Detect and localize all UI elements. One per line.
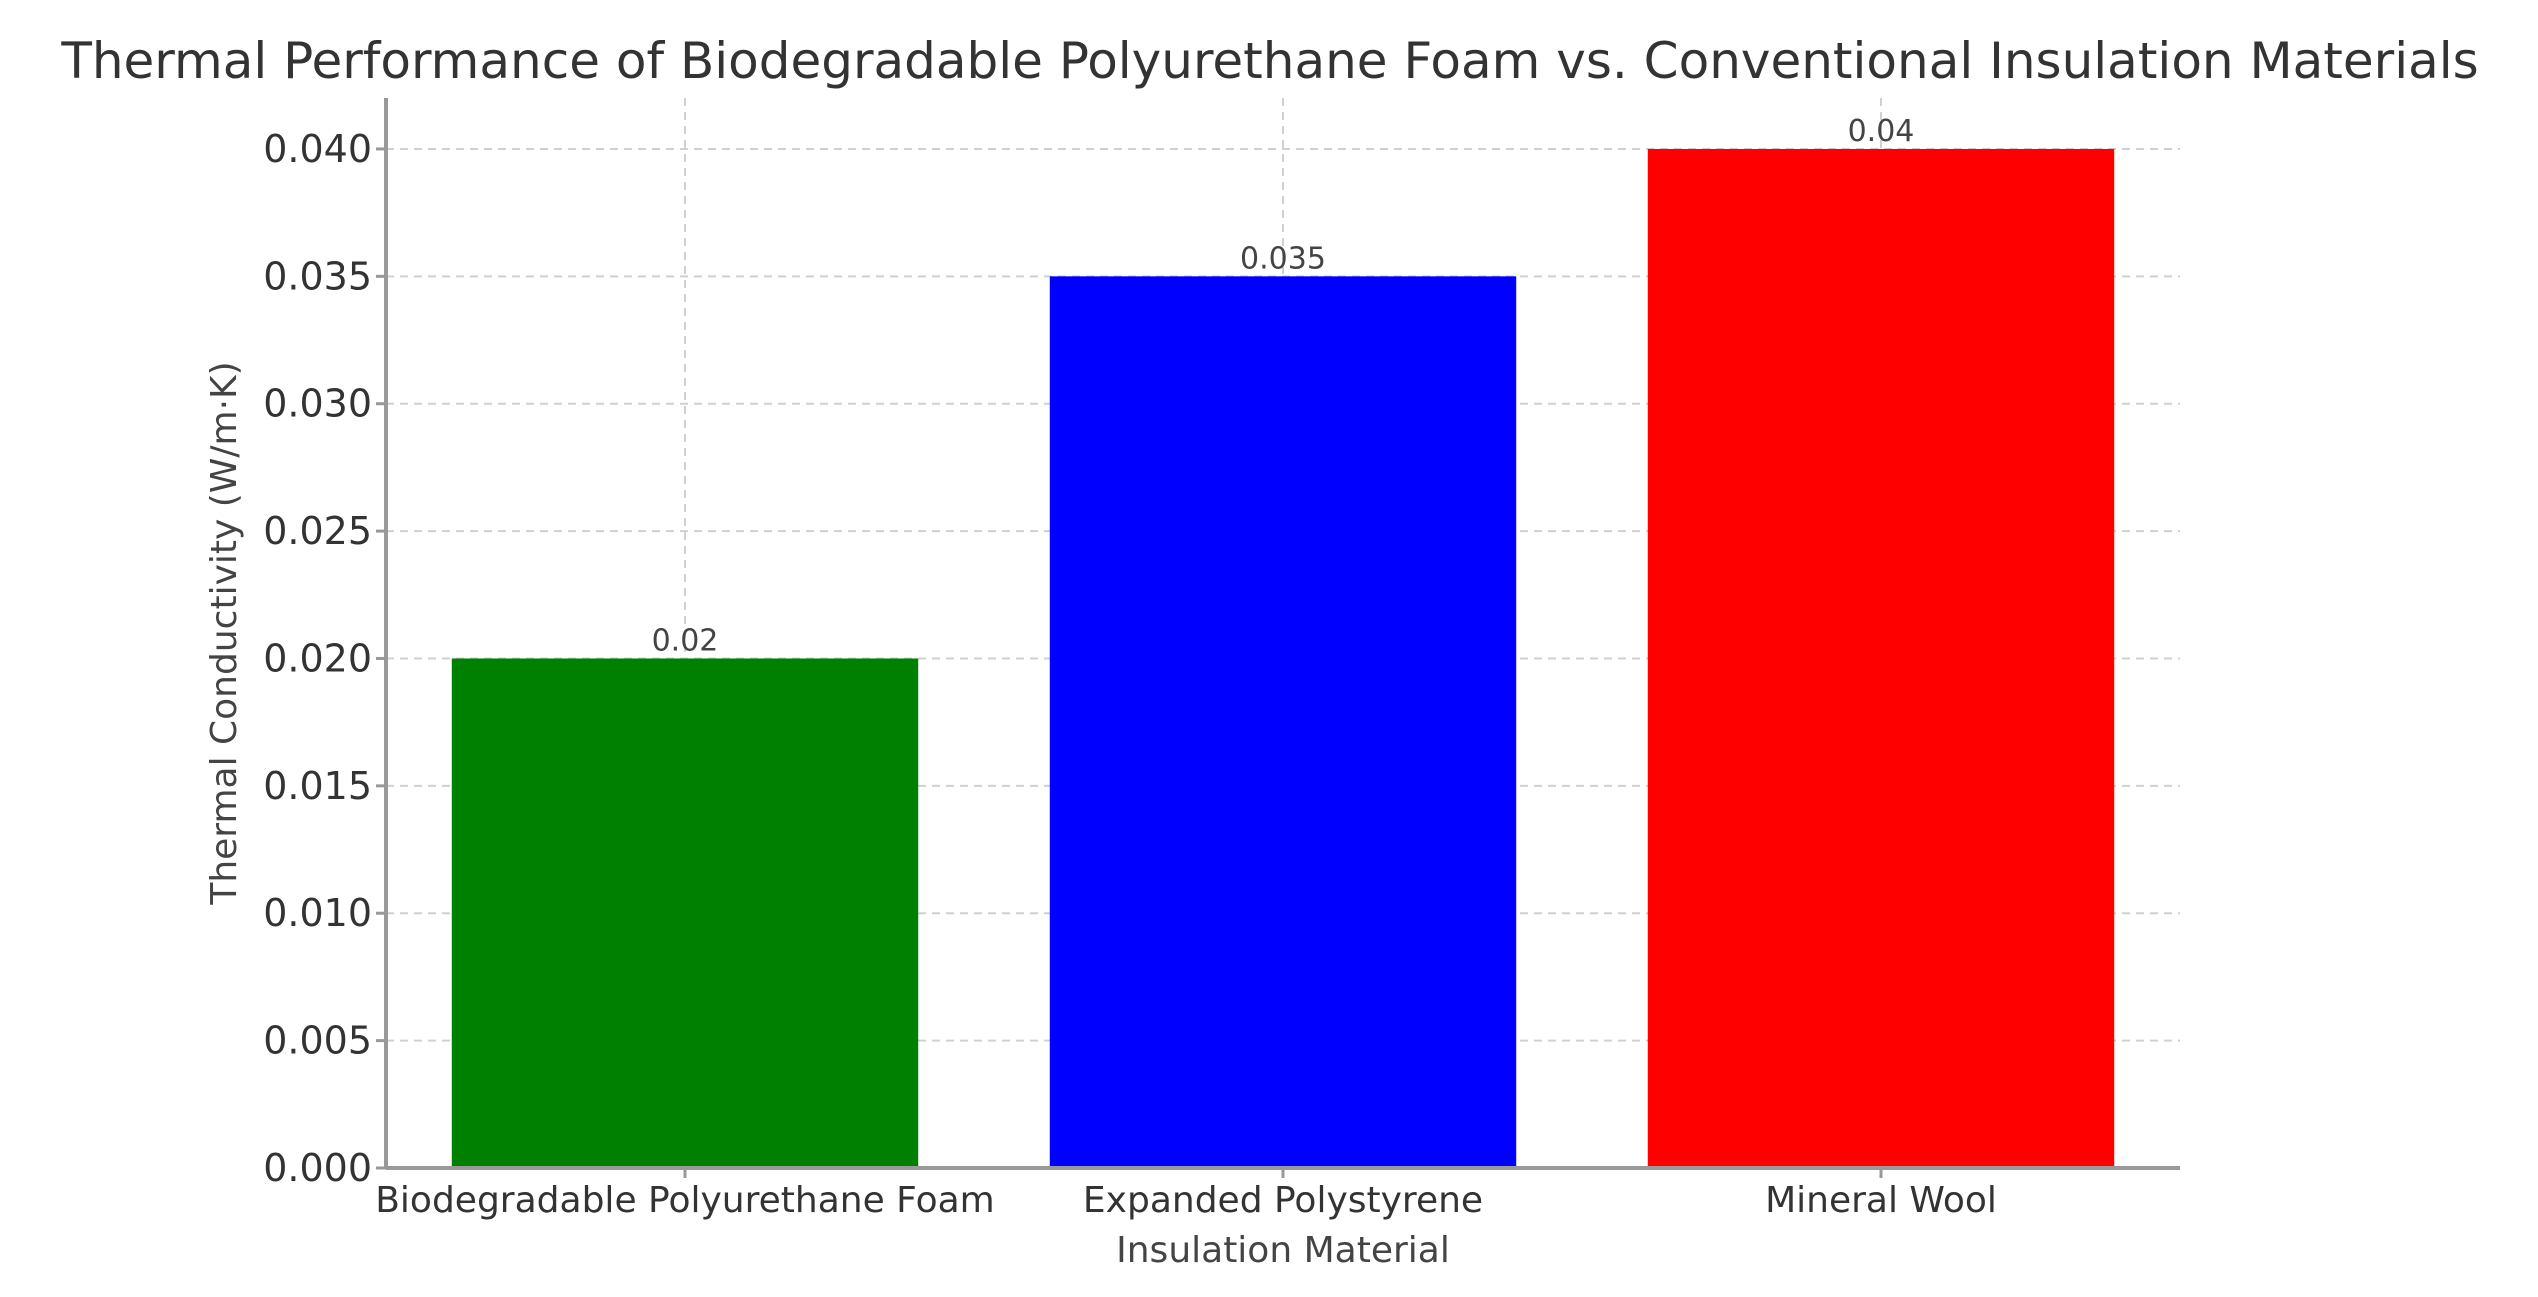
- y-tick-label: 0.010: [263, 891, 372, 935]
- bar-value-label: 0.035: [1240, 241, 1326, 276]
- y-tick-label: 0.040: [263, 127, 372, 171]
- y-tick-label: 0.030: [263, 382, 372, 426]
- y-axis-label: Thermal Conductivity (W/m·K): [204, 361, 245, 905]
- bar: [1647, 148, 2115, 1168]
- bar: [451, 658, 919, 1168]
- chart-title: Thermal Performance of Biodegradable Pol…: [60, 32, 2478, 90]
- bar-value-label: 0.02: [652, 623, 719, 658]
- y-tick-labels: 0.000 0.005 0.010 0.015 0.020 0.025 0.030 0.035…: [263, 127, 386, 1190]
- y-tick-label: 0.020: [263, 636, 372, 680]
- bar-value-label: 0.04: [1848, 114, 1915, 149]
- y-tick-label: 0.000: [263, 1146, 372, 1190]
- x-tick-label: Biodegradable Polyurethane Foam: [375, 1180, 995, 1221]
- y-tick-label: 0.005: [263, 1019, 372, 1063]
- bars: [451, 148, 2115, 1168]
- x-axis-label: Insulation Material: [1116, 1230, 1450, 1271]
- x-tick-label: Expanded Polystyrene: [1083, 1180, 1483, 1221]
- y-tick-label: 0.035: [263, 254, 372, 298]
- x-tick-labels: Biodegradable Polyurethane Foam Expanded …: [375, 1168, 1997, 1221]
- data-labels: 0.02 0.035 0.04: [652, 114, 1915, 659]
- x-tick-label: Mineral Wool: [1765, 1180, 1997, 1221]
- y-tick-label: 0.025: [263, 509, 372, 553]
- y-tick-label: 0.015: [263, 764, 372, 808]
- bar: [1049, 276, 1517, 1168]
